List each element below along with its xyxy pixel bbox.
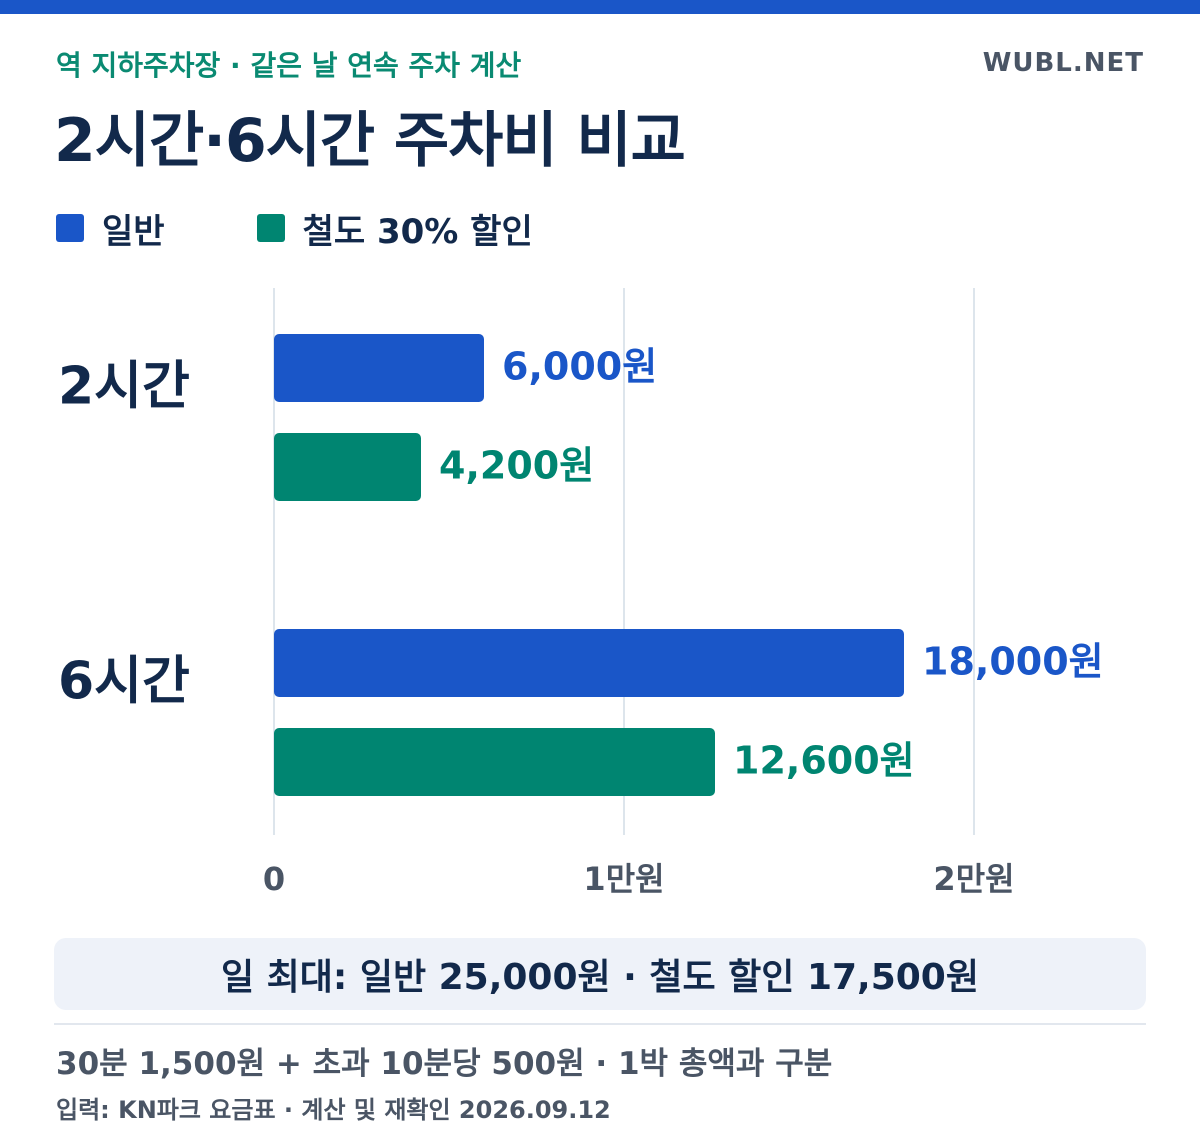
daily-max-box: 일 최대: 일반 25,000원 · 철도 할인 17,500원 (54, 938, 1146, 1010)
brand-label: WUBL.NET (982, 48, 1144, 78)
fee-note: 30분 1,500원 + 초과 10분당 500원 · 1박 총액과 구분 (56, 1046, 833, 1082)
bar-0-1 (274, 433, 421, 501)
legend-swatch-general (56, 214, 84, 242)
source-note: 입력: KN파크 요금표 · 계산 및 재확인 2026.09.12 (56, 1096, 611, 1124)
category-label-1: 6시간 (58, 652, 190, 712)
category-label-0: 2시간 (58, 357, 190, 417)
legend-label-general: 일반 (102, 211, 165, 252)
daily-max-text: 일 최대: 일반 25,000원 · 철도 할인 17,500원 (221, 957, 979, 998)
bar-chart: 0 1만원 2만원 2시간 6,000원 4,200원 6시간 18,000원 12,600원 (58, 288, 1104, 898)
bar-value-label-0-0: 6,000원 (502, 345, 657, 389)
chart-title: 2시간·6시간 주차비 비교 (54, 106, 686, 176)
bar-value-label-1-0: 18,000원 (922, 640, 1104, 684)
bar-0-0 (274, 334, 484, 402)
divider (54, 1023, 1146, 1025)
legend: 일반 철도 30% 할인 (56, 204, 625, 253)
chart-subtitle: 역 지하주차장 · 같은 날 연속 주차 계산 (56, 49, 522, 82)
legend-item-general: 일반 (56, 204, 165, 253)
x-tick-label-1: 1만원 (583, 860, 664, 898)
legend-swatch-rail-discount (256, 214, 285, 242)
legend-item-rail-discount: 철도 30% 할인 (256, 204, 533, 253)
bar-value-label-1-1: 12,600원 (733, 739, 915, 783)
bar-1-1 (274, 728, 715, 796)
x-tick-label-2: 2만원 (933, 860, 1014, 898)
bar-1-0 (274, 629, 904, 697)
top-accent-bar (0, 0, 1200, 14)
x-tick-label-0: 0 (263, 860, 285, 898)
legend-label-rail-discount: 철도 30% 할인 (302, 211, 533, 252)
bar-value-label-0-1: 4,200원 (439, 444, 594, 488)
